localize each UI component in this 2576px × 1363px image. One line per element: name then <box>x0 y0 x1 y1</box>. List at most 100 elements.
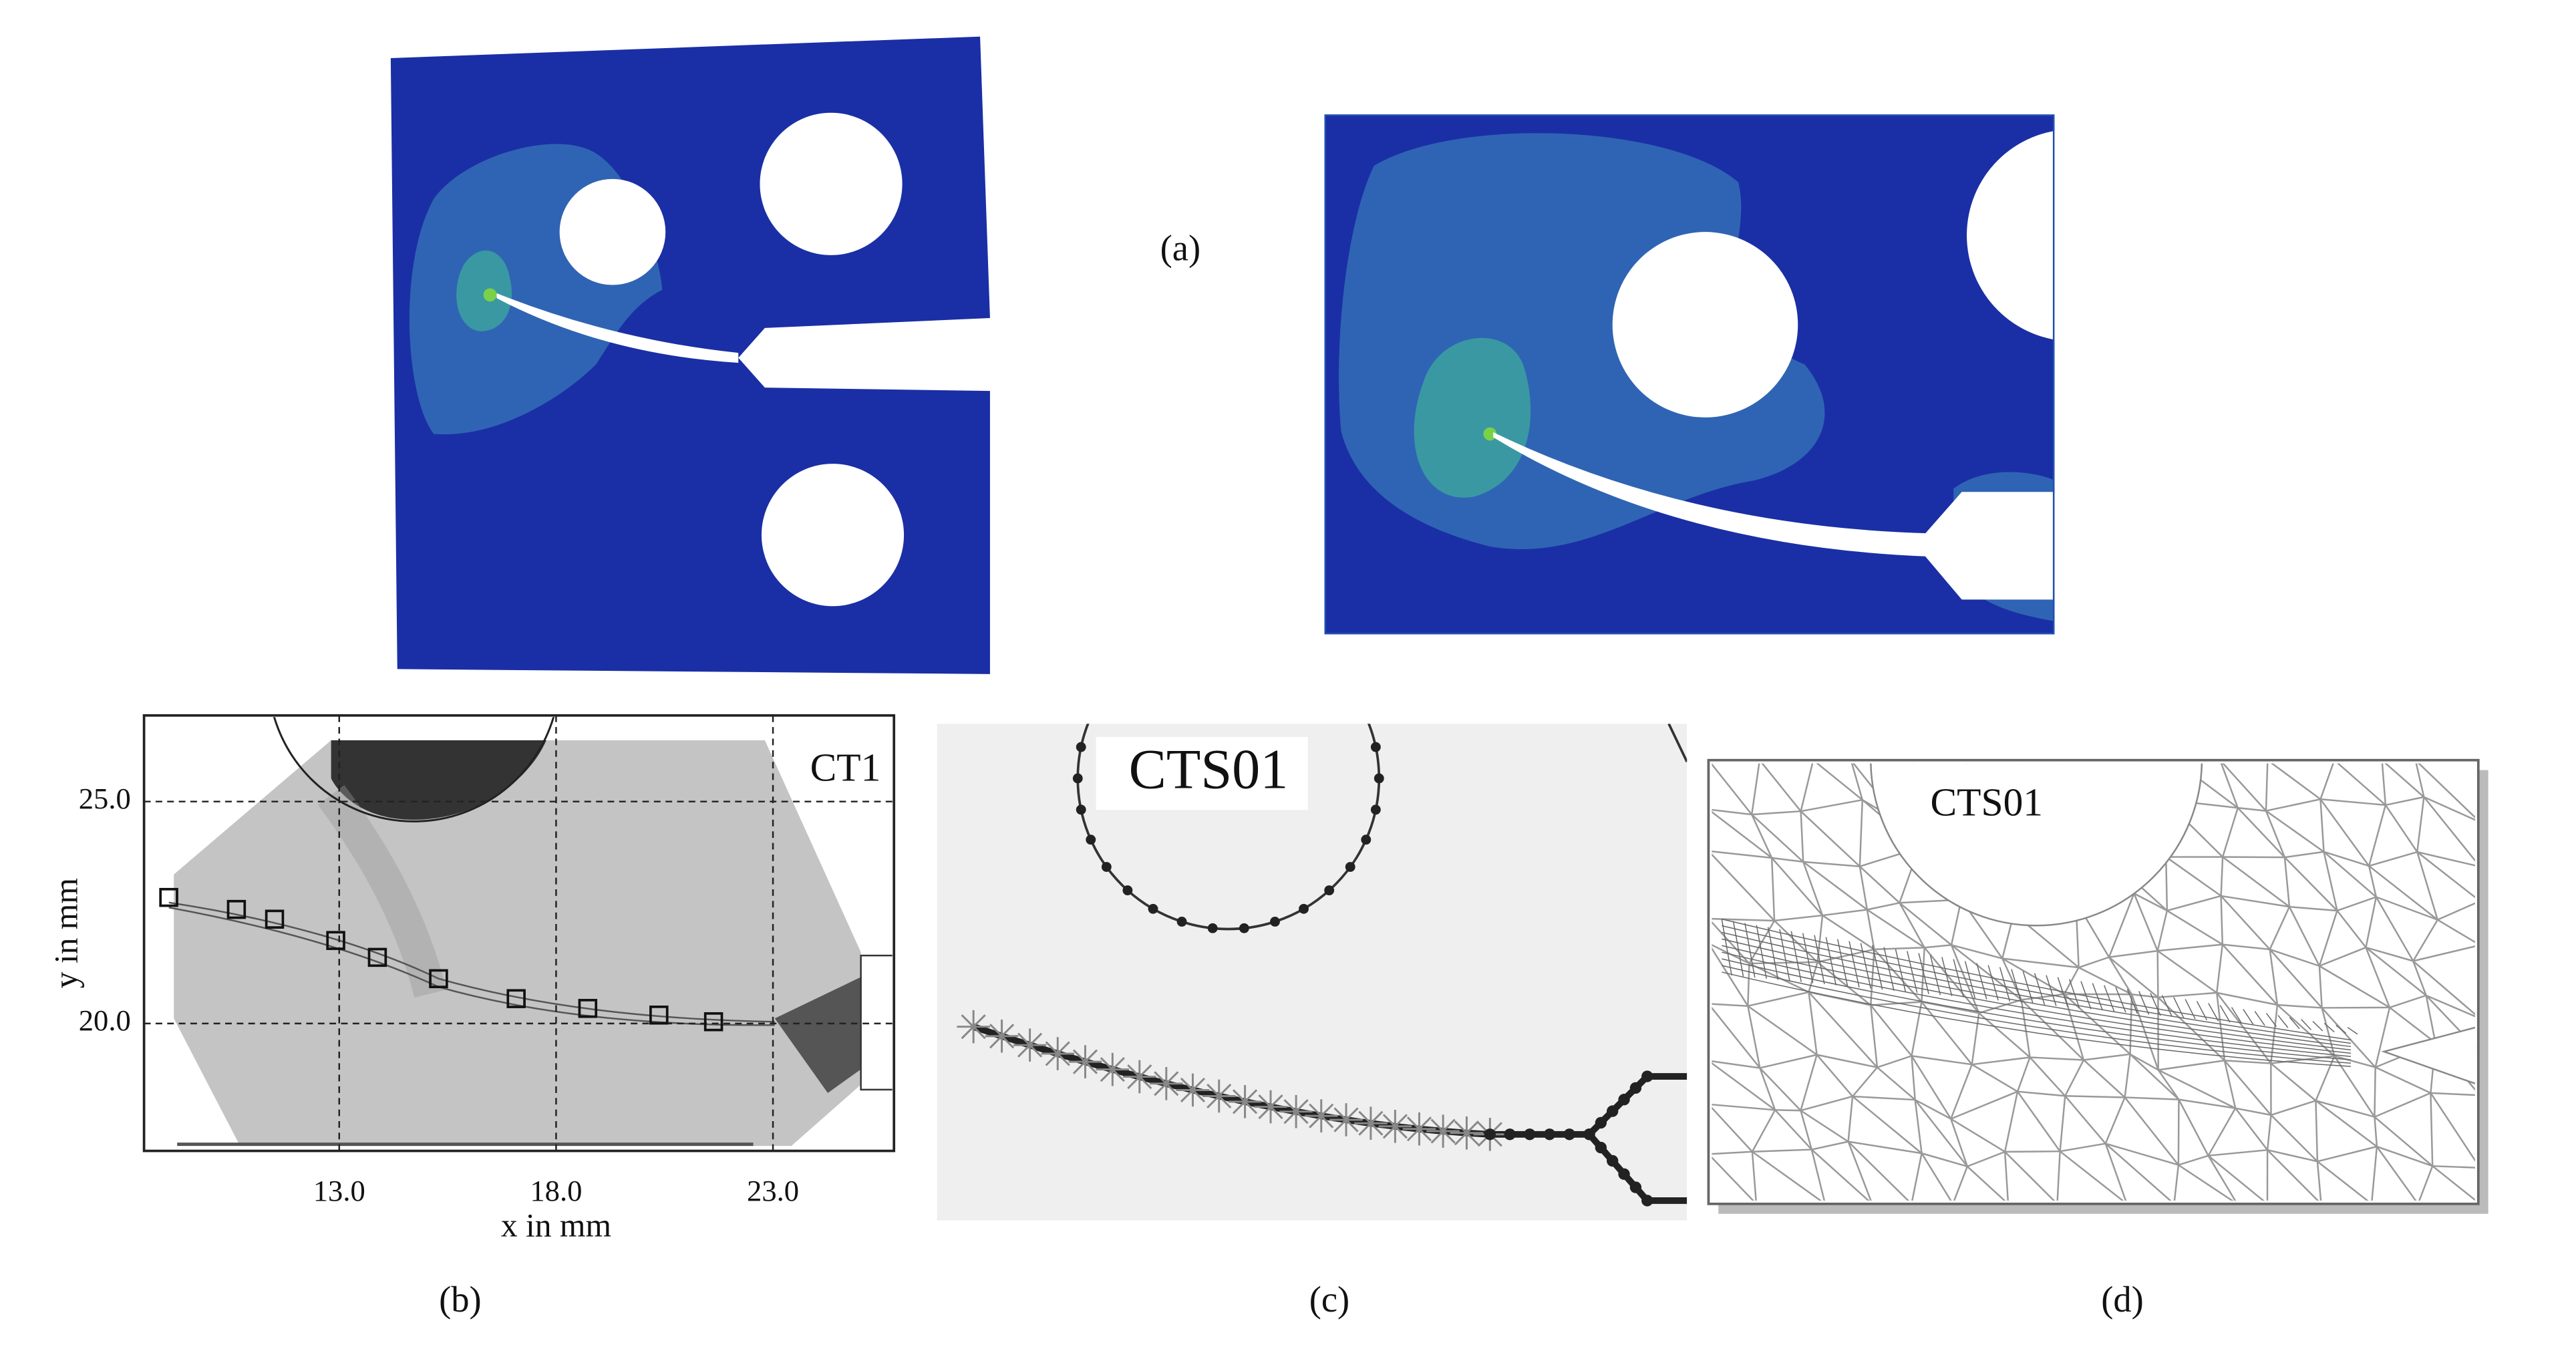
asterisk-stroke <box>1309 1103 1334 1128</box>
x-tick-label: 18.0 <box>530 1174 582 1207</box>
mesh-edge <box>1767 927 1779 980</box>
node <box>1607 1105 1619 1117</box>
mesh-edge <box>1722 931 2352 1048</box>
mesh-edge <box>2011 969 2022 1003</box>
mesh-edge <box>2016 1057 2031 1092</box>
panel-title: CTS01 <box>1931 780 2044 824</box>
mesh-edge <box>1816 1054 1854 1097</box>
crack-path-diagram <box>937 661 1687 1221</box>
mesh-edge <box>1911 1153 1923 1201</box>
node <box>1361 835 1372 845</box>
mesh-edge <box>1971 1056 2030 1066</box>
mesh-edge <box>2108 956 2133 995</box>
mesh-edge <box>2432 1165 2475 1201</box>
asterisk <box>1150 1067 1183 1100</box>
mesh-edge <box>1712 1156 1754 1201</box>
mesh-edge <box>2133 893 2158 951</box>
mesh-edge <box>1852 1096 1923 1155</box>
mesh-edge <box>2078 956 2110 969</box>
mesh-edge <box>2083 1053 2130 1061</box>
mesh-edge <box>2265 810 2325 853</box>
mesh-edge <box>2104 985 2115 1012</box>
node <box>1618 1168 1630 1180</box>
mesh-edge <box>2178 1164 2234 1201</box>
mesh-edge <box>1751 814 1804 863</box>
mesh-edge <box>1722 951 2352 1058</box>
asterisk <box>1176 1073 1210 1107</box>
mesh-edge <box>1722 945 2352 1054</box>
mesh-edge <box>2319 799 2325 852</box>
node <box>1484 1128 1496 1141</box>
mesh-edge <box>1779 929 1790 981</box>
mesh-edge <box>2059 1096 2066 1152</box>
panel-label: (b) <box>439 1279 482 1320</box>
mesh-edge <box>2207 1108 2237 1157</box>
panel-label: (c) <box>1309 1279 1350 1320</box>
asterisk <box>1426 1114 1460 1148</box>
y-tick-label: 25.0 <box>79 782 131 815</box>
mesh-edge <box>1808 992 1878 1068</box>
mesh-edge <box>2231 1007 2243 1024</box>
mesh-edge <box>2216 944 2224 993</box>
mesh-edge <box>2166 909 2223 945</box>
panel-label: (a) <box>1160 227 1201 268</box>
mesh-edge <box>1848 1141 1922 1155</box>
data-point <box>159 887 178 907</box>
mesh-edge <box>1759 1067 1802 1111</box>
asterisk <box>1202 1079 1236 1113</box>
mesh-edge <box>2316 1161 2322 1201</box>
asterisk-stroke <box>1232 1089 1258 1114</box>
mesh-edge <box>2158 1069 2236 1109</box>
mesh-edge <box>2368 851 2418 867</box>
mesh-edge <box>2216 992 2226 1061</box>
mesh-edge <box>1915 1098 1951 1120</box>
mesh-edge <box>2426 994 2475 1018</box>
panel-title: CTS01 <box>1129 738 1289 800</box>
data-point <box>326 931 345 950</box>
asterisk <box>1068 1045 1102 1078</box>
mesh-edge <box>2220 895 2271 950</box>
mesh-edge <box>2301 1019 2312 1030</box>
mesh-edge <box>1978 999 2022 1014</box>
mesh-edge <box>1921 1152 1968 1167</box>
asterisk <box>1378 1109 1412 1143</box>
mesh-edge <box>1870 949 1875 1006</box>
mesh-edge <box>1822 909 1868 917</box>
mesh-edge <box>2104 1143 2172 1201</box>
asterisk-stroke <box>1017 1032 1043 1058</box>
mesh-edge <box>2104 1096 2126 1145</box>
mesh-edge <box>2381 763 2387 806</box>
mesh-edge <box>1950 1090 2018 1120</box>
mesh-edge <box>2020 1000 2031 1058</box>
mesh-edge <box>1712 808 1752 816</box>
mesh-edge <box>2432 1165 2475 1169</box>
mesh-edge <box>2108 893 2135 958</box>
mesh-edge <box>1921 1001 1979 1014</box>
mesh-edge <box>1800 798 1863 812</box>
mesh-edge <box>2323 851 2338 911</box>
mesh-edge <box>1747 1006 1761 1068</box>
x-tick-label: 13.0 <box>313 1174 365 1207</box>
mesh-edge <box>2430 1092 2434 1167</box>
mesh-edge <box>2207 1155 2265 1201</box>
mesh-edge <box>2269 949 2323 1009</box>
mesh-edge <box>1921 1001 1973 1065</box>
mesh-edge <box>2235 1107 2271 1116</box>
mesh-edge <box>1911 1002 1923 1056</box>
mesh-edge <box>2418 1165 2434 1201</box>
mesh-edge <box>2179 1098 2236 1109</box>
mesh-edge <box>2277 1004 2336 1057</box>
node <box>1324 661 1334 671</box>
mesh-edge <box>1803 861 1860 867</box>
node <box>1361 712 1371 722</box>
asterisk <box>1122 1060 1156 1094</box>
data-point <box>367 947 387 967</box>
mesh-edge <box>1722 958 2352 1060</box>
node <box>1629 1082 1642 1094</box>
mesh-edge <box>2124 1096 2179 1100</box>
mesh-edge <box>2158 992 2217 999</box>
mesh-edge <box>2368 865 2378 897</box>
node <box>1086 835 1096 845</box>
mesh-edge <box>2270 1114 2318 1163</box>
mesh-edge <box>2222 763 2267 812</box>
